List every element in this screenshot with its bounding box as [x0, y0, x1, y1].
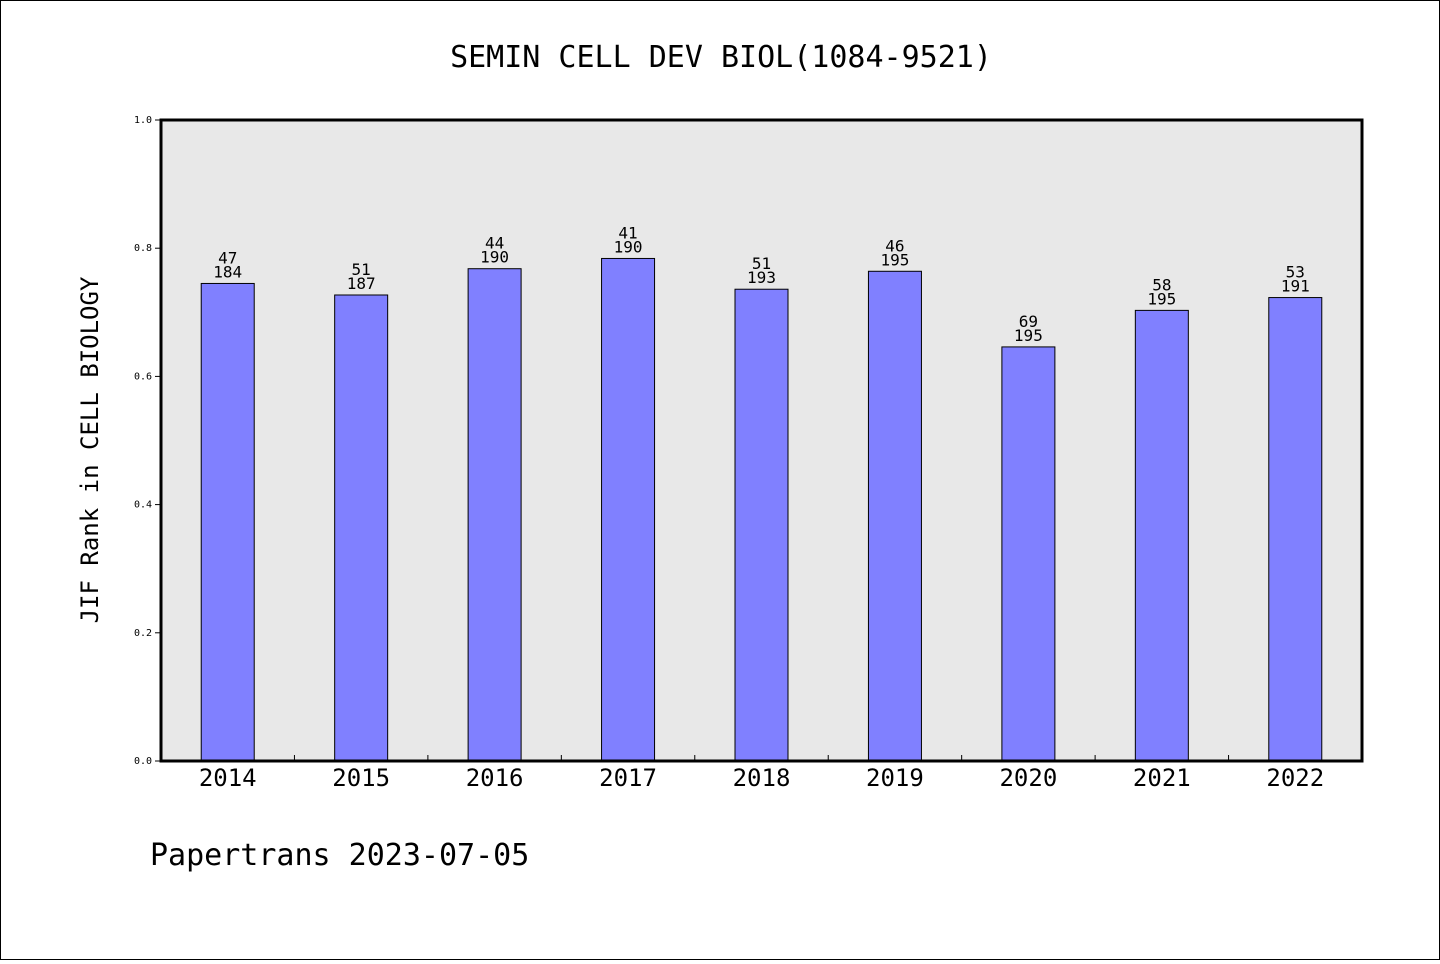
rank-label-2020: 69 [1019, 312, 1038, 331]
bar-2014 [200, 282, 255, 762]
data-labels-layer: 2014471842015511872016441902017411902018… [199, 223, 1324, 792]
y-tick-label: 0.4 [134, 500, 152, 511]
bar-2017 [601, 257, 656, 762]
bar-2019 [867, 270, 922, 762]
y-tick-label: 0.0 [134, 756, 152, 767]
bar-2020 [1001, 346, 1056, 762]
rank-label-2015: 51 [352, 260, 371, 279]
x-tick-label-2016: 2016 [466, 764, 524, 792]
x-tick-label-2020: 2020 [999, 764, 1057, 792]
bar-2022 [1268, 297, 1323, 762]
y-axis-label: JIF Rank in CELL BIOLOGY [76, 276, 104, 623]
bar-2016 [467, 268, 522, 762]
bars-layer [200, 257, 1323, 762]
x-tick-label-2022: 2022 [1266, 764, 1324, 792]
total-label-2022: 191 [1281, 277, 1310, 296]
total-label-2015: 187 [347, 274, 376, 293]
x-tick-label-2014: 2014 [199, 764, 257, 792]
bar-2021 [1134, 309, 1189, 762]
y-tick-label: 1.0 [134, 115, 152, 126]
total-label-2014: 184 [213, 262, 242, 281]
rank-label-2018: 51 [752, 254, 771, 273]
y-tick-label: 0.2 [134, 628, 152, 639]
y-tick-label: 0.6 [134, 371, 152, 382]
total-label-2017: 190 [614, 237, 643, 256]
rank-label-2017: 41 [618, 223, 637, 242]
x-tick-label-2021: 2021 [1133, 764, 1191, 792]
x-tick-label-2015: 2015 [332, 764, 390, 792]
x-tick-label-2017: 2017 [599, 764, 657, 792]
total-label-2016: 190 [480, 248, 509, 267]
rank-label-2021: 58 [1152, 275, 1171, 294]
rank-label-2019: 46 [885, 236, 904, 255]
total-label-2021: 195 [1147, 289, 1176, 308]
x-tick-label-2019: 2019 [866, 764, 924, 792]
bar-2015 [334, 294, 389, 762]
rank-label-2014: 47 [218, 248, 237, 267]
bar-2018 [734, 288, 789, 762]
total-label-2018: 193 [747, 268, 776, 287]
x-tick-label-2018: 2018 [733, 764, 791, 792]
total-label-2019: 195 [880, 250, 909, 269]
y-tick-label: 0.8 [134, 243, 152, 254]
plot-border [159, 118, 1364, 763]
rank-label-2016: 44 [485, 234, 504, 253]
chart-title: SEMIN CELL DEV BIOL(1084-9521) [450, 40, 992, 75]
total-label-2020: 195 [1014, 326, 1043, 345]
footer-text: Papertrans 2023-07-05 [150, 838, 529, 873]
rank-label-2022: 53 [1286, 263, 1305, 282]
